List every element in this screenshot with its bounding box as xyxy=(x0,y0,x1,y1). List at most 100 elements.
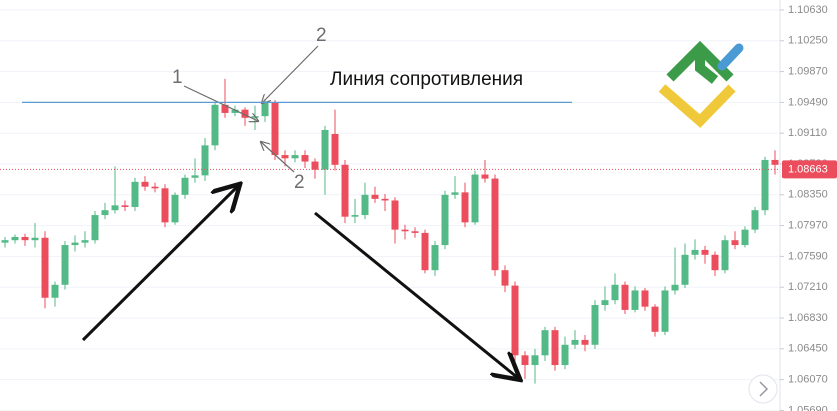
candle-body xyxy=(61,245,69,285)
y-tick-label: 1.09110 xyxy=(788,127,827,139)
candle-body xyxy=(771,159,779,165)
candle-body xyxy=(491,178,499,271)
candle-body xyxy=(571,339,579,345)
candle-body xyxy=(51,284,59,298)
candle-body xyxy=(421,232,429,271)
y-tick-label: 1.08350 xyxy=(788,189,828,201)
candle-body xyxy=(581,339,589,345)
candle-body xyxy=(701,249,709,255)
candle-body xyxy=(551,330,559,366)
pointer-arrow xyxy=(183,85,258,121)
candle-body xyxy=(381,198,389,201)
y-tick-label: 1.05690 xyxy=(788,404,828,411)
candle-body xyxy=(221,104,229,113)
candle-body xyxy=(531,355,539,366)
y-tick-label: 1.06450 xyxy=(788,343,828,355)
candle-body xyxy=(361,194,369,216)
candle-body xyxy=(761,159,769,211)
annotation: 2 xyxy=(316,25,327,46)
candle-body xyxy=(601,300,609,306)
candle-body xyxy=(211,104,219,146)
y-tick-label: 1.07590 xyxy=(788,250,828,262)
candle-body xyxy=(431,245,439,271)
candle-body xyxy=(1,240,9,243)
y-tick-label: 1.06070 xyxy=(788,374,828,386)
candle-body xyxy=(141,181,149,187)
candle-body xyxy=(171,194,179,223)
candle-body xyxy=(111,205,119,211)
candle-body xyxy=(331,134,339,165)
pointer-arrow xyxy=(261,142,295,173)
candle-body xyxy=(301,155,309,162)
candle-body xyxy=(101,210,109,216)
candle-body xyxy=(21,236,29,241)
candle-body xyxy=(641,290,649,307)
candle-body xyxy=(371,194,379,199)
candle-body xyxy=(321,129,329,170)
candle-body xyxy=(501,270,509,286)
candle-body xyxy=(691,249,699,255)
candle-body xyxy=(341,164,349,217)
candle-body xyxy=(661,290,669,332)
candle-body xyxy=(251,116,259,118)
candle-body xyxy=(671,284,679,291)
candle-body xyxy=(311,161,319,170)
candle-body xyxy=(351,215,359,217)
candle-body xyxy=(561,344,569,366)
candle-body xyxy=(411,231,419,233)
candle-body xyxy=(291,155,299,159)
candle-body xyxy=(451,192,459,195)
y-tick-label: 1.07970 xyxy=(788,220,828,232)
grid xyxy=(0,9,780,411)
last-price-box xyxy=(782,160,837,179)
y-tick-label: 1.06830 xyxy=(788,312,828,324)
candle-body xyxy=(91,215,99,241)
candle-body xyxy=(241,109,249,118)
candle-body xyxy=(71,242,79,246)
candle-body xyxy=(441,194,449,246)
logo xyxy=(658,40,744,128)
y-tick-label: 1.07210 xyxy=(788,281,828,293)
y-tick-label: 1.10250 xyxy=(788,35,828,47)
candle-body xyxy=(751,210,759,230)
candle-body xyxy=(41,237,49,298)
candle-body xyxy=(721,240,729,271)
y-axis: 1.106301.102501.098701.094901.091101.087… xyxy=(780,4,828,411)
candle-body xyxy=(621,284,629,310)
candle-body xyxy=(81,240,89,243)
candle-body xyxy=(541,330,549,356)
y-tick-label: 1.09870 xyxy=(788,65,828,77)
candle-body xyxy=(481,174,489,179)
candle-body xyxy=(651,306,659,332)
pointer-arrow xyxy=(262,45,319,103)
candle-body xyxy=(731,240,739,246)
candle-body xyxy=(631,290,639,310)
candle-body xyxy=(131,181,139,207)
candle-body xyxy=(401,229,409,232)
candle-body xyxy=(391,200,399,230)
candle-body xyxy=(191,175,199,178)
candle-body xyxy=(591,305,599,345)
candle-body xyxy=(471,174,479,223)
candle-body xyxy=(151,186,159,189)
candle-body xyxy=(11,236,19,241)
candle-body xyxy=(681,254,689,285)
candle-body xyxy=(521,355,529,366)
trend-arrow xyxy=(81,186,238,342)
y-tick-label: 1.09490 xyxy=(788,96,828,108)
candle-body xyxy=(31,237,39,241)
scroll-button[interactable] xyxy=(748,374,778,404)
annotation: 2 xyxy=(294,172,305,193)
annotation: 1 xyxy=(172,67,183,88)
candle-body xyxy=(741,229,749,246)
candle-body xyxy=(121,205,129,207)
candle-body xyxy=(181,177,189,195)
candle-body xyxy=(281,155,289,159)
candle-body xyxy=(511,285,519,356)
resistance-label: Линия сопротивления xyxy=(330,69,523,90)
candle-body xyxy=(711,254,719,271)
candle-body xyxy=(261,102,269,117)
candle-body xyxy=(161,188,169,223)
